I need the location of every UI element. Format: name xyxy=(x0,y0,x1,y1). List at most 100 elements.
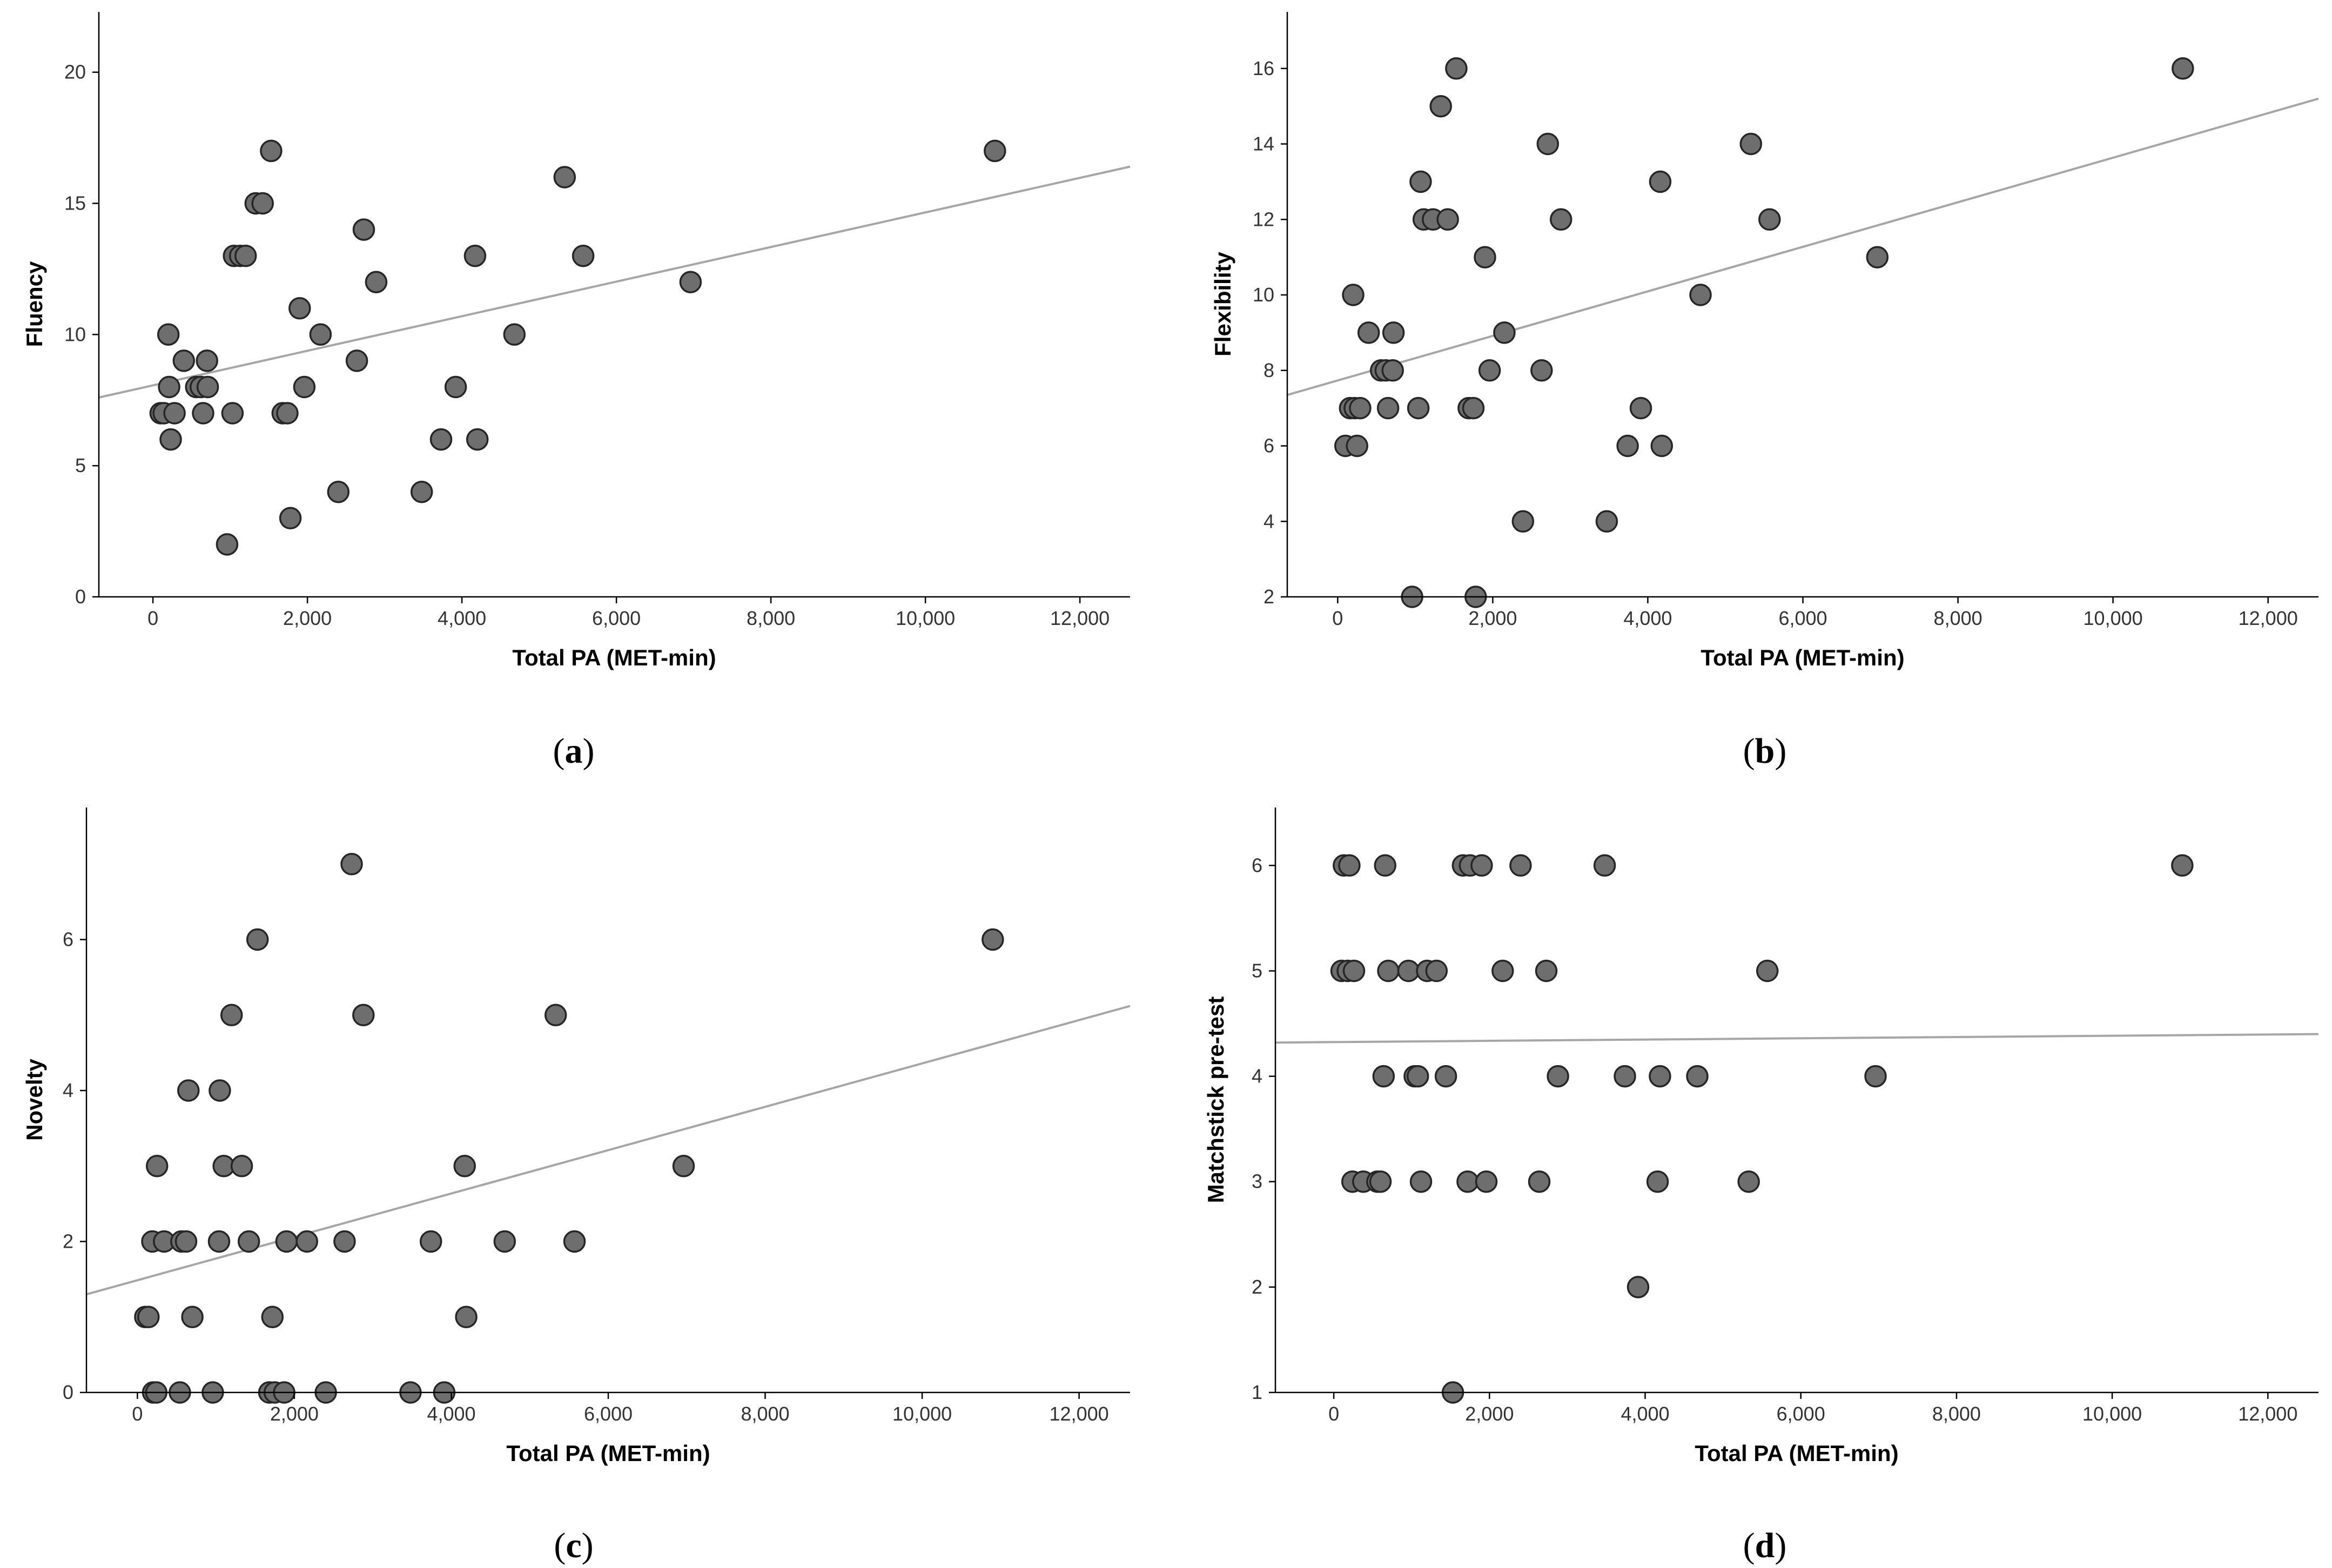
data-point-a-23 xyxy=(288,297,311,320)
x-tick-label-c-3: 6,000 xyxy=(584,1403,633,1425)
data-point-a-36 xyxy=(553,166,576,189)
data-point-a-2 xyxy=(157,323,180,346)
x-tick-label-a-4: 8,000 xyxy=(747,607,795,629)
y-tick-label-d-2: 3 xyxy=(1252,1170,1262,1193)
data-point-d-11 xyxy=(1377,959,1400,982)
data-point-b-24 xyxy=(1478,359,1501,382)
x-tick-label-c-1: 2,000 xyxy=(270,1403,319,1425)
data-point-d-31 xyxy=(1614,1065,1636,1088)
data-point-a-16 xyxy=(234,244,257,267)
data-point-b-19 xyxy=(1445,57,1468,80)
y-ticks-c: 0 2 4 6 xyxy=(63,928,86,1403)
fit-line-a xyxy=(98,165,1131,399)
x-tick-label-d-0: 0 xyxy=(1328,1403,1339,1425)
x-tick-label-b-0: 0 xyxy=(1332,607,1343,629)
data-point-b-31 xyxy=(1616,434,1639,457)
x-axis-title-b: Total PA (MET-min) xyxy=(1701,645,1904,670)
data-point-b-11 xyxy=(1382,321,1405,344)
y-tick-label-b-2: 6 xyxy=(1264,435,1274,457)
x-tick-label-b-4: 8,000 xyxy=(1934,607,1982,629)
data-point-c-16 xyxy=(220,1004,243,1027)
y-tick-label-b-0: 2 xyxy=(1264,586,1274,608)
data-point-d-5 xyxy=(1342,959,1366,982)
data-point-d-23 xyxy=(1470,854,1493,877)
x-tick-label-a-6: 12,000 xyxy=(1050,607,1110,629)
data-point-b-38 xyxy=(1866,246,1889,268)
data-point-a-34 xyxy=(466,428,489,451)
data-point-b-17 xyxy=(1429,95,1452,118)
data-point-b-26 xyxy=(1511,510,1535,533)
scatter-panel-c: 0 2 4 6 0 2,000 4,000 6,000 8,000 10,000 12,000 T… xyxy=(22,807,1131,1565)
data-point-b-34 xyxy=(1650,434,1674,457)
data-point-b-21 xyxy=(1462,396,1485,420)
data-point-b-33 xyxy=(1649,170,1672,193)
x-tick-label-b-2: 4,000 xyxy=(1623,607,1672,629)
data-point-b-32 xyxy=(1629,396,1652,420)
data-point-a-9 xyxy=(192,402,214,425)
data-point-a-38 xyxy=(679,271,702,293)
y-tick-label-b-1: 4 xyxy=(1264,510,1274,532)
data-point-d-34 xyxy=(1649,1065,1671,1088)
y-ticks-d: 1 2 3 4 5 6 xyxy=(1252,854,1275,1403)
y-tick-label-a-1: 5 xyxy=(75,454,86,476)
data-point-d-17 xyxy=(1425,959,1448,982)
panel-label-letter-b: b xyxy=(1755,731,1775,771)
data-point-c-1 xyxy=(137,1305,160,1329)
x-tick-label-b-3: 6,000 xyxy=(1778,607,1827,629)
data-point-d-38 xyxy=(1864,1065,1887,1088)
x-tick-label-c-6: 12,000 xyxy=(1050,1403,1109,1425)
y-tick-label-a-2: 10 xyxy=(64,323,86,345)
y-tick-label-b-6: 14 xyxy=(1253,133,1274,155)
x-tick-label-c-0: 0 xyxy=(132,1403,143,1425)
data-point-b-39 xyxy=(2172,57,2194,80)
data-point-a-35 xyxy=(503,323,526,346)
x-tick-label-a-1: 2,000 xyxy=(283,607,332,629)
data-point-d-32 xyxy=(1627,1276,1650,1298)
x-tick-label-d-5: 10,000 xyxy=(2082,1403,2142,1425)
points-group-d xyxy=(1330,854,2194,1404)
data-point-d-12 xyxy=(1397,959,1420,982)
data-point-d-28 xyxy=(1535,959,1558,982)
data-point-d-3 xyxy=(1338,854,1361,877)
y-tick-label-d-4: 5 xyxy=(1252,960,1262,982)
data-point-a-25 xyxy=(309,323,332,346)
data-point-c-18 xyxy=(237,1230,260,1253)
data-point-d-25 xyxy=(1491,959,1514,982)
data-point-c-24 xyxy=(275,1230,298,1253)
data-point-c-14 xyxy=(209,1079,231,1102)
data-point-b-10 xyxy=(1381,359,1404,382)
y-axis-title-c: Novelty xyxy=(22,1059,47,1141)
data-point-a-27 xyxy=(345,349,368,372)
data-point-a-31 xyxy=(429,428,453,451)
data-point-c-25 xyxy=(295,1230,318,1253)
y-axis-title-b: Flexibility xyxy=(1210,252,1235,356)
y-tick-label-c-3: 6 xyxy=(63,928,73,951)
data-point-c-29 xyxy=(352,1004,375,1027)
data-point-a-3 xyxy=(158,375,180,399)
x-ticks-a: 0 2,000 4,000 6,000 8,000 10,000 12,000 xyxy=(147,597,1110,629)
data-point-c-31 xyxy=(419,1230,442,1253)
data-point-c-33 xyxy=(453,1155,476,1177)
panel-label-letter-a: a xyxy=(565,731,583,771)
y-tick-label-b-3: 8 xyxy=(1264,359,1274,381)
x-axis-title-d: Total PA (MET-min) xyxy=(1695,1441,1898,1466)
data-point-b-9 xyxy=(1376,396,1400,420)
data-point-d-36 xyxy=(1737,1170,1760,1193)
points-group-a xyxy=(149,139,1006,556)
data-point-d-8 xyxy=(1369,1170,1392,1193)
data-point-d-15 xyxy=(1409,1170,1433,1193)
data-point-b-28 xyxy=(1536,132,1560,156)
data-point-c-27 xyxy=(333,1230,356,1253)
fit-line-b xyxy=(1287,97,2319,396)
x-tick-label-d-1: 2,000 xyxy=(1465,1403,1514,1425)
data-point-a-10 xyxy=(196,349,218,372)
fit-line-b-segment xyxy=(1287,97,2319,396)
data-point-c-19 xyxy=(246,928,269,951)
data-point-b-5 xyxy=(1349,396,1372,420)
data-point-a-37 xyxy=(572,244,595,267)
panel-label-letter-d: d xyxy=(1755,1526,1775,1565)
fit-line-d xyxy=(1275,1033,2319,1044)
data-point-d-30 xyxy=(1593,854,1616,877)
